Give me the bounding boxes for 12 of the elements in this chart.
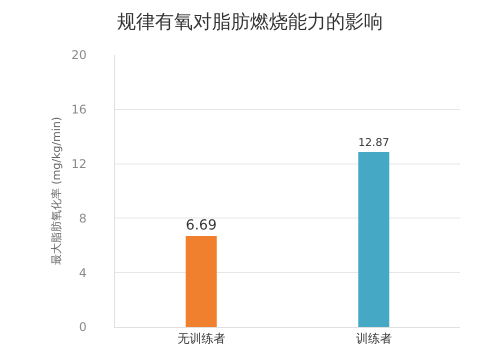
y-tick-label: 12 [71,157,87,171]
y-tick-label: 8 [78,211,87,226]
y-tick-label: 0 [78,320,87,334]
chart-title: 规律有氧对脂肪燃烧能力的影响 [117,10,383,33]
x-tick-label: 无训练者 [177,331,226,346]
y-tick-label: 16 [71,102,87,117]
x-tick-label: 训练者 [356,331,392,346]
y-axis-title: 最大脂肪氧化率 (mg/kg/min) [50,116,63,266]
y-tick-label: 4 [78,266,87,280]
y-tick-label: 20 [71,48,87,62]
data-label: 12.87 [358,136,390,150]
data-label: 6.69 [186,217,217,234]
